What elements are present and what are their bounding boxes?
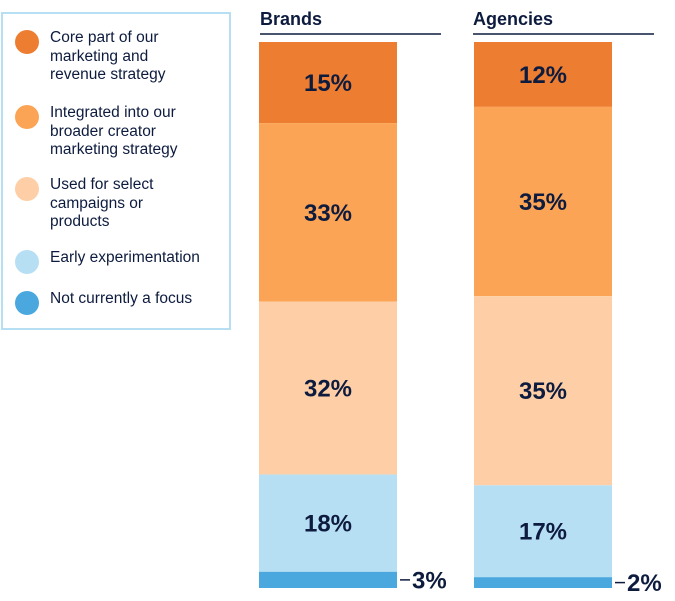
legend-label-line: Core part of our [50,29,159,46]
legend-label-line: marketing strategy [50,141,178,158]
legend-label: Not currently a focus [50,290,223,309]
legend-label-line: Used for select [50,176,154,193]
bar-segment [259,571,397,588]
bar-segment [474,296,612,486]
bar-segment [474,42,612,107]
legend-label-line: Early experimentation [50,249,200,266]
legend-label: Early experimentation [50,249,223,268]
bar-segment [259,42,397,124]
bar-segment [474,106,612,297]
data-label: 35% [519,378,567,405]
legend-swatch [15,291,39,315]
panel-title: Brands [260,9,322,29]
data-label: 35% [519,189,567,216]
data-label: 15% [304,70,352,97]
data-label: 2% [627,570,662,597]
legend-label-line: products [50,213,110,230]
bar-segment [259,301,397,475]
data-label: 12% [519,62,567,89]
legend-label-line: broader creator [50,122,156,140]
legend-label-line: Integrated into our [50,104,176,121]
legend-label-line: marketing and [50,47,149,65]
legend-swatch [15,30,39,54]
legend-label-line: revenue strategy [50,66,166,83]
legend-label: Integrated into our broader creator market… [50,104,223,160]
bar-group-brands: Brands 15% 33% 32% 18% 3% [259,9,447,594]
legend-swatch [15,105,39,129]
data-label: 33% [304,200,352,227]
panel-title: Agencies [473,9,553,29]
bar-group-agencies: Agencies 12% 35% 35% 17% 2% [473,9,662,597]
bar-segment [259,474,397,572]
legend-swatch [15,250,39,274]
data-label: 18% [304,511,352,538]
bar-segment [474,485,612,578]
data-label: 3% [412,567,447,594]
data-label: 17% [519,519,567,546]
legend-label: Core part of our marketing and revenue str… [50,29,223,85]
chart-legend: Core part of our marketing and revenue str… [1,12,231,330]
bar-segment [259,123,397,302]
legend-label-line: Not currently a focus [50,290,193,307]
legend-label: Used for select campaigns or products [50,176,223,232]
legend-swatch [15,177,39,201]
legend-label-line: campaigns or [50,194,144,212]
data-label: 32% [304,375,352,402]
bar-segment [474,577,612,588]
